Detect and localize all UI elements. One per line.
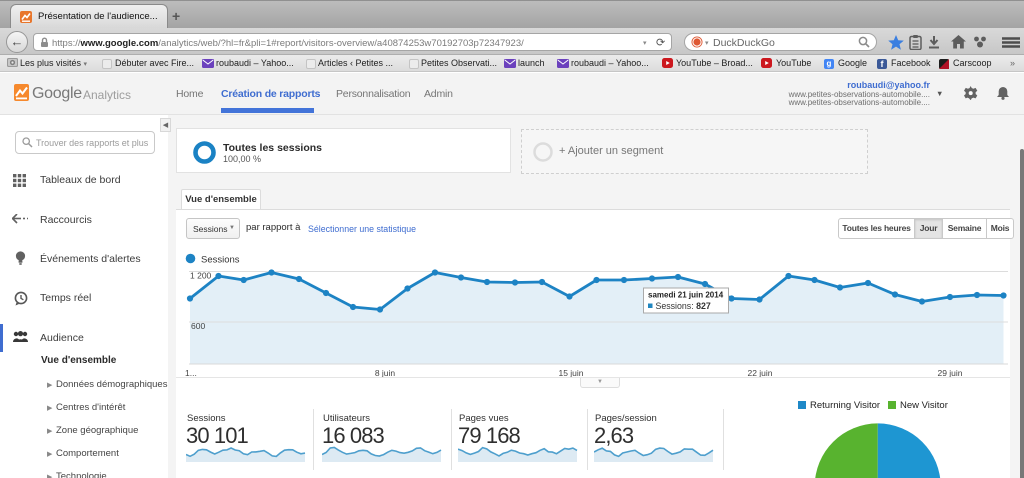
svg-text:samedi 21 juin 2014: samedi 21 juin 2014: [648, 291, 724, 300]
svg-text:15 juin: 15 juin: [558, 368, 583, 378]
svg-text:600: 600: [191, 321, 205, 331]
svg-text:22 juin: 22 juin: [747, 368, 772, 378]
svg-text:8 juin: 8 juin: [375, 368, 396, 378]
svg-text:29 juin: 29 juin: [937, 368, 962, 378]
svg-text:1 200: 1 200: [190, 271, 212, 281]
svg-text:Sessions: Sessions: [201, 255, 240, 266]
svg-text:1...: 1...: [185, 368, 197, 378]
svg-text:Sessions: 827: Sessions: 827: [656, 301, 711, 311]
